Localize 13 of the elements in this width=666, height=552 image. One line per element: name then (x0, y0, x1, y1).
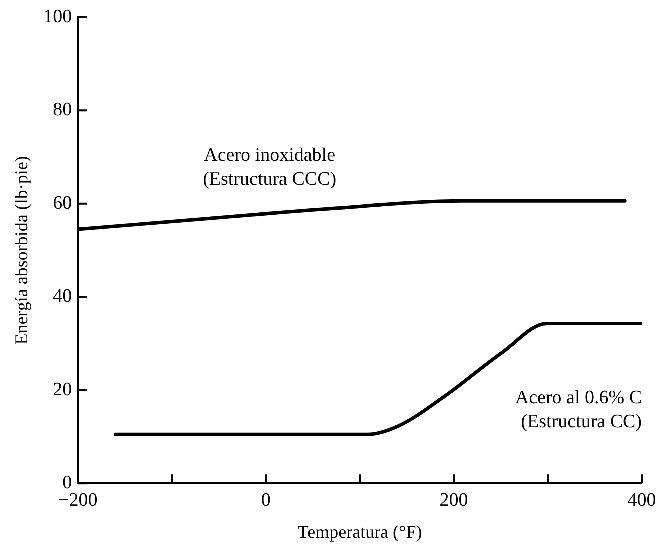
x-tick-label: 0 (261, 490, 271, 511)
series-label: Acero inoxidable (Estructura CCC) (203, 145, 337, 190)
line-series (114, 322, 642, 436)
y-tick-label: 60 (53, 192, 72, 214)
y-tick-label: 40 (53, 286, 72, 308)
x-axis-title: Temperatura (°F) (298, 522, 422, 542)
y-tick-label: 100 (44, 6, 72, 28)
y-axis-title: Energía absorbida (lb·pie) (12, 156, 32, 345)
x-tick-label: 400 (628, 490, 656, 511)
y-tick-label: 80 (53, 100, 72, 121)
series-label: Acero al 0.6% C (Estructura CC) (515, 388, 642, 433)
y-tick-label: 20 (53, 379, 72, 400)
x-tick-label: 200 (440, 490, 468, 511)
